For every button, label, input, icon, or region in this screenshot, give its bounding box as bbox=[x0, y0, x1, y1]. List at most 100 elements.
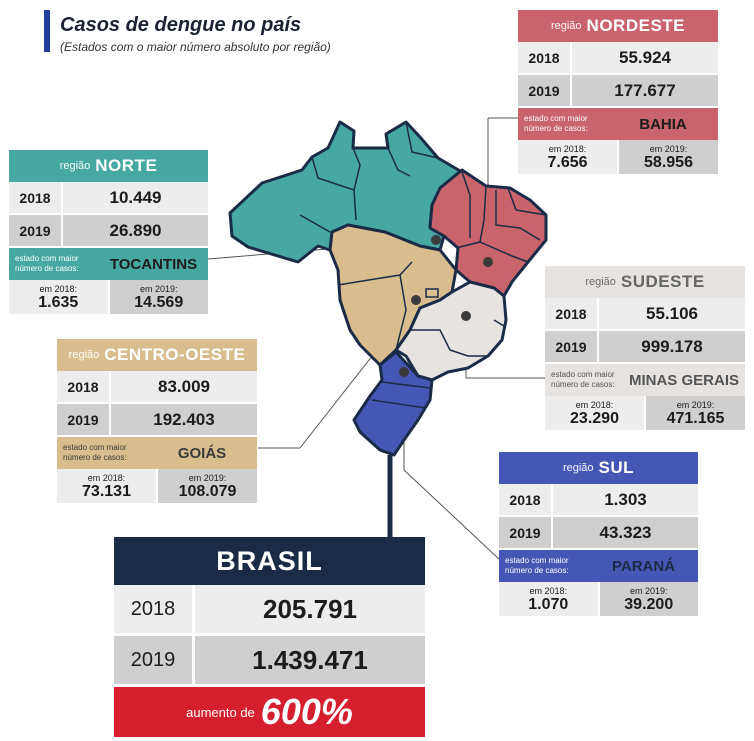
state-value-2019: em 2019: 58.956 bbox=[617, 140, 718, 174]
state-value-2019: em 2019: 39.200 bbox=[597, 582, 698, 616]
sub-value: 108.079 bbox=[178, 482, 237, 500]
state-values: em 2018: 1.070 em 2019: 39.200 bbox=[499, 582, 698, 616]
title-accent-bar bbox=[44, 10, 50, 52]
state-row: estado com maior número de casos: GOIÁS bbox=[57, 437, 257, 469]
year-cell: 2018 bbox=[9, 182, 61, 213]
region-box-norte: região NORTE 2018 10.449 2019 26.890 est… bbox=[9, 150, 208, 314]
region-name: NORDESTE bbox=[586, 16, 686, 35]
state-values: em 2018: 73.131 em 2019: 108.079 bbox=[57, 469, 257, 503]
region-label: região bbox=[585, 276, 616, 288]
state-value-2019: em 2019: 471.165 bbox=[644, 396, 745, 430]
state-row: estado com maior número de casos: PARANÁ bbox=[499, 550, 698, 582]
sub-value: 14.569 bbox=[134, 293, 184, 311]
sub-value: 1.070 bbox=[528, 595, 569, 613]
year-cell: 2018 bbox=[114, 585, 192, 633]
state-value-2018: em 2018: 1.635 bbox=[9, 280, 108, 314]
table-row: 2018 55.924 bbox=[518, 42, 718, 75]
region-box-sudeste: região SUDESTE 2018 55.106 2019 999.178 … bbox=[545, 266, 745, 430]
increase-banner: aumento de 600% bbox=[114, 687, 425, 737]
region-nordeste bbox=[428, 168, 548, 298]
region-box-centro-oeste: região CENTRO-OESTE 2018 83.009 2019 192… bbox=[57, 339, 257, 503]
state-values: em 2018: 1.635 em 2019: 14.569 bbox=[9, 280, 208, 314]
table-row: 2019 192.403 bbox=[57, 404, 257, 437]
region-name: NORTE bbox=[95, 156, 158, 175]
state-label: estado com maior número de casos: bbox=[505, 556, 569, 575]
year-cell: 2019 bbox=[114, 636, 192, 684]
table-row: 2019 26.890 bbox=[9, 215, 208, 248]
year-cell: 2019 bbox=[499, 517, 551, 548]
region-box-sul: região SUL 2018 1.303 2019 43.323 estado… bbox=[499, 452, 698, 616]
state-label: estado com maior número de casos: bbox=[63, 443, 127, 462]
state-name: PARANÁ bbox=[611, 557, 676, 575]
sub-label: em 2019: bbox=[629, 585, 668, 596]
sub-value: 1.635 bbox=[38, 293, 79, 311]
region-header: região SUL bbox=[499, 452, 698, 484]
value-cell: 55.924 bbox=[570, 42, 718, 73]
state-row: estado com maior número de casos: BAHIA bbox=[518, 108, 718, 140]
sub-value: 58.956 bbox=[644, 153, 693, 171]
year-cell: 2019 bbox=[545, 331, 597, 362]
brasil-summary-box: BRASIL 2018 205.791 2019 1.439.471 aumen… bbox=[114, 537, 425, 737]
state-name: MINAS GERAIS bbox=[628, 371, 739, 389]
sub-label: em 2019: bbox=[649, 143, 688, 154]
region-label: região bbox=[59, 160, 91, 172]
table-row: 2019 43.323 bbox=[499, 517, 698, 550]
marker-parana bbox=[399, 367, 409, 377]
year-cell: 2018 bbox=[499, 484, 551, 515]
table-row: 2019 177.677 bbox=[518, 75, 718, 108]
region-header: região NORDESTE bbox=[518, 10, 718, 42]
page-subtitle: (Estados com o maior número absoluto por… bbox=[60, 40, 331, 54]
sub-label: em 2018: bbox=[39, 283, 78, 294]
year-cell: 2019 bbox=[9, 215, 61, 246]
state-value-2018: em 2018: 1.070 bbox=[499, 582, 598, 616]
table-row: 2018 205.791 bbox=[114, 585, 425, 636]
sub-label: em 2019: bbox=[676, 399, 715, 410]
table-row: 2019 999.178 bbox=[545, 331, 745, 364]
state-label: estado com maior número de casos: bbox=[524, 114, 588, 133]
region-label: região bbox=[562, 462, 594, 474]
brasil-title: BRASIL bbox=[114, 537, 425, 585]
sub-label: em 2018: bbox=[575, 399, 614, 410]
year-cell: 2018 bbox=[545, 298, 597, 329]
region-header: região SUDESTE bbox=[545, 266, 745, 298]
page-title: Casos de dengue no país bbox=[60, 14, 302, 36]
region-name: SUL bbox=[598, 458, 635, 477]
state-name: GOIÁS bbox=[177, 444, 227, 462]
state-label: estado com maior número de casos: bbox=[15, 254, 79, 273]
sub-label: em 2018: bbox=[87, 472, 126, 483]
region-name: SUDESTE bbox=[620, 272, 705, 291]
sub-label: em 2018: bbox=[548, 143, 587, 154]
value-cell: 177.677 bbox=[570, 75, 718, 106]
state-row: estado com maior número de casos: MINAS … bbox=[545, 364, 745, 396]
value-cell: 43.323 bbox=[551, 517, 698, 548]
table-row: 2018 83.009 bbox=[57, 371, 257, 404]
value-cell: 83.009 bbox=[109, 371, 257, 402]
region-label: região bbox=[550, 20, 582, 32]
increase-label: aumento de bbox=[186, 704, 255, 720]
sub-value: 7.656 bbox=[547, 153, 588, 171]
table-row: 2018 1.303 bbox=[499, 484, 698, 517]
value-cell: 999.178 bbox=[597, 331, 745, 362]
sub-value: 39.200 bbox=[624, 595, 674, 613]
table-row: 2018 55.106 bbox=[545, 298, 745, 331]
year-cell: 2018 bbox=[57, 371, 109, 402]
region-label: região bbox=[68, 349, 100, 361]
state-label: estado com maior número de casos: bbox=[551, 370, 615, 389]
value-cell: 1.303 bbox=[551, 484, 698, 515]
value-cell: 55.106 bbox=[597, 298, 745, 329]
table-row: 2018 10.449 bbox=[9, 182, 208, 215]
year-cell: 2018 bbox=[518, 42, 570, 73]
marker-tocantins bbox=[431, 235, 441, 245]
region-header: região NORTE bbox=[9, 150, 208, 182]
region-header: região CENTRO-OESTE bbox=[57, 339, 257, 371]
state-value-2019: em 2019: 14.569 bbox=[107, 280, 208, 314]
marker-goias bbox=[411, 295, 421, 305]
value-cell: 192.403 bbox=[109, 404, 257, 435]
sub-label: em 2019: bbox=[139, 283, 178, 294]
year-cell: 2019 bbox=[57, 404, 109, 435]
year-cell: 2019 bbox=[518, 75, 570, 106]
value-cell: 10.449 bbox=[61, 182, 208, 213]
sub-value: 73.131 bbox=[82, 482, 131, 500]
sub-label: em 2018: bbox=[529, 585, 568, 596]
